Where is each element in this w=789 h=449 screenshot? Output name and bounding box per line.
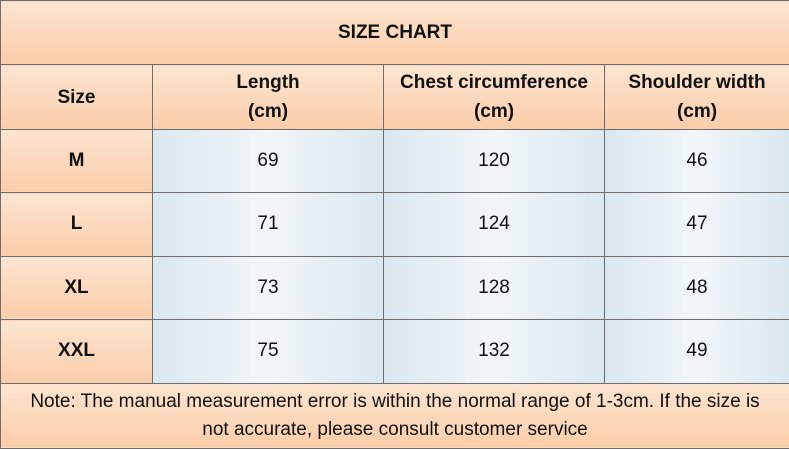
data-row: L 71 124 47 (0, 192, 789, 257)
value-cell: 120 (383, 128, 605, 194)
size-cell: XL (0, 255, 153, 321)
value-cell: 132 (383, 319, 605, 384)
value-cell: 124 (383, 192, 605, 257)
value-cell: 49 (604, 319, 789, 384)
header-cell: Chest circumference (cm) (383, 64, 605, 130)
size-cell: XXL (0, 319, 153, 384)
header-cell: Shoulder width (cm) (604, 64, 789, 130)
value-cell: 47 (604, 192, 789, 257)
value-cell: 48 (604, 255, 789, 321)
value-cell: 46 (604, 128, 789, 194)
data-row: M 69 120 46 (0, 128, 789, 194)
value-cell: 128 (383, 255, 605, 321)
size-cell: L (0, 192, 153, 257)
note: Note: The manual measurement error is wi… (0, 382, 789, 449)
title: SIZE CHART (0, 0, 789, 66)
note-row: Note: The manual measurement error is wi… (0, 382, 789, 449)
size-cell: M (0, 128, 153, 194)
data-row: XL 73 128 48 (0, 255, 789, 321)
header-cell: Length (cm) (152, 64, 384, 130)
value-cell: 75 (152, 319, 384, 384)
header-row: Size Length (cm) Chest circumference (cm) S… (0, 64, 789, 130)
header-cell: Size (0, 64, 153, 130)
data-row: XXL 75 132 49 (0, 319, 789, 384)
value-cell: 73 (152, 255, 384, 321)
value-cell: 71 (152, 192, 384, 257)
title-row: SIZE CHART (0, 0, 789, 66)
value-cell: 69 (152, 128, 384, 194)
